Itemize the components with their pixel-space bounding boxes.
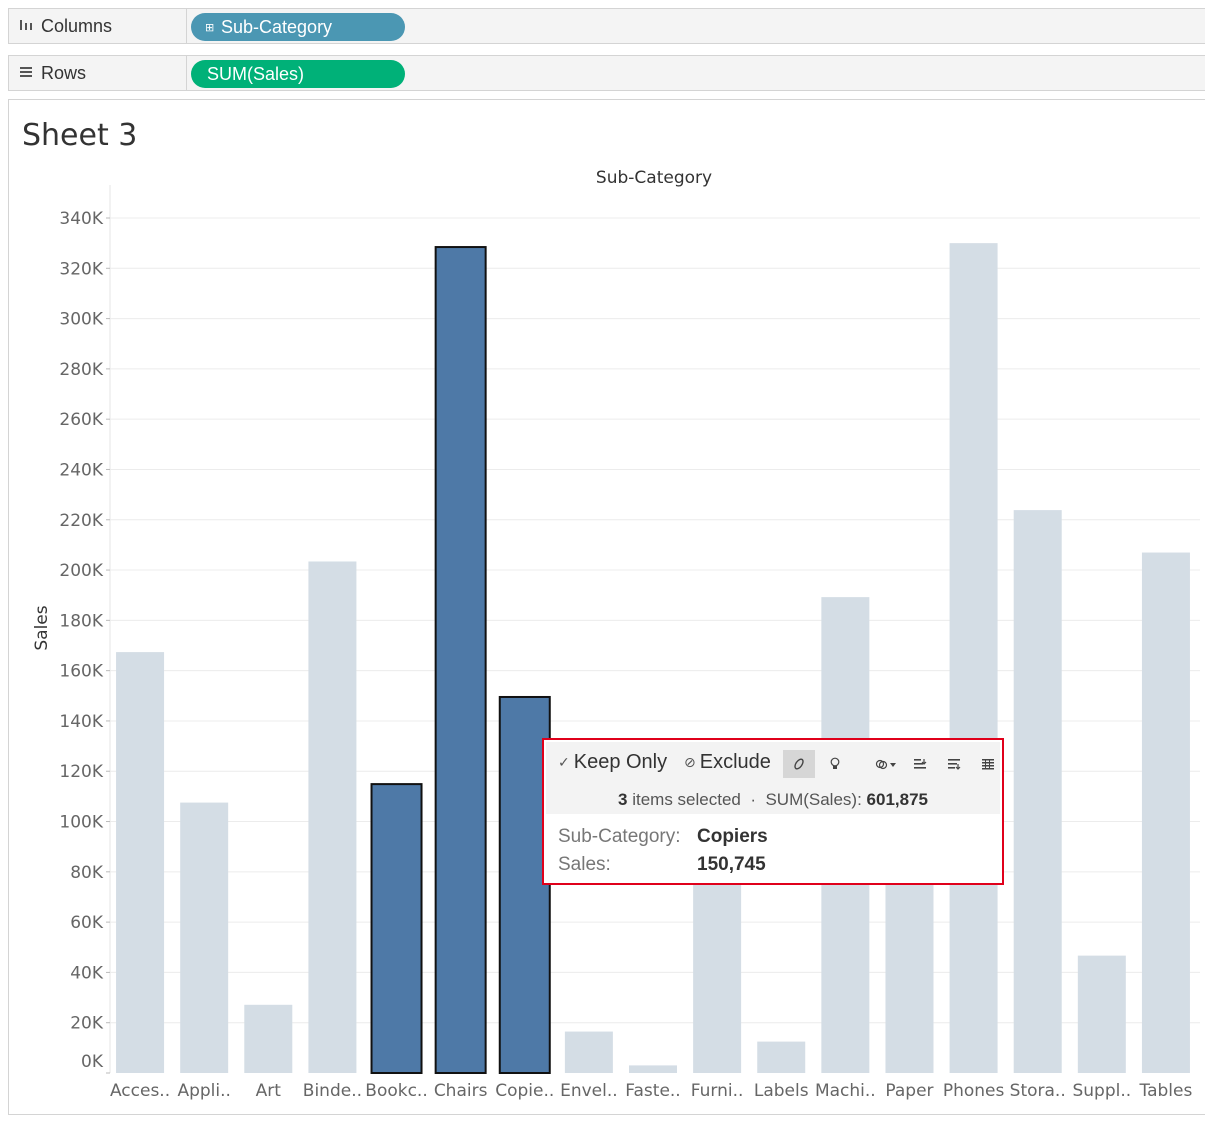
selection-summary: 3 items selected · SUM(Sales): 601,875: [546, 790, 1000, 810]
exclude-label: Exclude: [699, 751, 771, 773]
bar-art[interactable]: [244, 1004, 293, 1073]
sum-sales-pill[interactable]: SUM(Sales): [191, 60, 405, 88]
bar-faste[interactable]: [629, 1065, 677, 1073]
y-tick-label: 0K: [81, 1052, 104, 1072]
y-axis-label: Sales: [32, 605, 52, 650]
bar-labels[interactable]: [757, 1041, 806, 1073]
bar-phones[interactable]: [949, 243, 998, 1073]
y-tick-label: 240K: [59, 460, 103, 480]
x-tick-label: Paper: [885, 1081, 933, 1101]
y-tick-label: 300K: [59, 310, 103, 330]
x-tick-label: Art: [256, 1081, 282, 1101]
x-tick-label: Suppl..: [1072, 1081, 1131, 1101]
field-value-sub-category: Copiers: [697, 826, 768, 847]
keep-only-button[interactable]: ✓ Keep Only: [558, 751, 667, 774]
y-tick-label: 140K: [59, 712, 103, 732]
y-tick-label: 20K: [70, 1014, 104, 1034]
columns-icon: [19, 19, 41, 34]
bar-copie[interactable]: [498, 695, 551, 1075]
sort-descending-icon[interactable]: [938, 750, 970, 778]
sum-value: 601,875: [866, 790, 928, 809]
view-data-icon[interactable]: [972, 750, 1004, 778]
y-tick-label: 320K: [59, 259, 103, 279]
x-tick-label: Copie..: [495, 1081, 554, 1101]
field-value-sales: 150,745: [697, 854, 766, 875]
lightbulb-icon[interactable]: [819, 750, 851, 778]
x-tick-label: Phones: [943, 1081, 1005, 1101]
y-tick-label: 260K: [59, 410, 103, 430]
items-text: items selected: [632, 790, 741, 809]
sum-sales-pill-label: SUM(Sales): [207, 63, 305, 84]
bar-acces[interactable]: [116, 652, 165, 1073]
rows-label-text: Rows: [41, 62, 87, 83]
items-count: 3: [618, 790, 628, 809]
y-tick-label: 40K: [70, 963, 104, 983]
x-tick-label: Machi..: [815, 1081, 876, 1101]
y-tick-label: 180K: [59, 611, 103, 631]
plus-icon[interactable]: ⊞: [205, 21, 215, 34]
check-icon: ✓: [558, 754, 570, 770]
columns-label-text: Columns: [41, 15, 113, 36]
sort-ascending-icon[interactable]: [904, 750, 936, 778]
x-tick-label: Chairs: [434, 1081, 488, 1101]
y-tick-label: 280K: [59, 360, 103, 380]
y-tick-label: 100K: [59, 813, 103, 833]
y-tick-label: 80K: [70, 863, 104, 883]
rows-shelf-label: Rows: [9, 56, 187, 90]
keep-only-label: Keep Only: [573, 751, 668, 773]
field-key-sub-category: Sub-Category:: [558, 826, 681, 847]
y-tick-label: 220K: [59, 511, 103, 531]
x-tick-label: Stora..: [1010, 1081, 1066, 1101]
sum-label: SUM(Sales):: [765, 790, 862, 809]
bar-suppl[interactable]: [1077, 955, 1126, 1073]
y-tick-label: 120K: [59, 762, 103, 782]
rows-shelf: Rows SUM(Sales): [8, 55, 1205, 91]
x-tick-label: Bookc..: [365, 1081, 427, 1101]
x-tick-label: Envel..: [560, 1081, 618, 1101]
sub-category-pill-label: Sub-Category: [221, 16, 333, 37]
y-tick-label: 60K: [70, 913, 104, 933]
worksheet-area: [8, 99, 1205, 1115]
selection-tooltip: ✓ Keep Only ⊘ Exclude 3 items selected ·: [542, 738, 1004, 885]
tooltip-field-sales: Sales: 150,745: [558, 854, 766, 876]
x-tick-label: Acces..: [110, 1081, 170, 1101]
sub-category-pill[interactable]: ⊞ Sub-Category: [191, 13, 405, 41]
y-tick-label: 200K: [59, 561, 103, 581]
bar-bookc[interactable]: [370, 783, 423, 1074]
pin-icon[interactable]: [783, 750, 815, 778]
exclude-button[interactable]: ⊘ Exclude: [684, 751, 771, 774]
sheet-title: Sheet 3: [22, 118, 138, 153]
x-tick-label: Appli..: [177, 1081, 230, 1101]
bar-appli[interactable]: [180, 802, 229, 1073]
columns-shelf: Columns ⊞ Sub-Category: [8, 8, 1205, 44]
columns-shelf-label: Columns: [9, 9, 187, 43]
bar-binde[interactable]: [308, 561, 357, 1073]
summary-separator: ·: [750, 790, 756, 809]
rows-icon: [19, 66, 41, 81]
field-key-sales: Sales:: [558, 854, 611, 875]
x-tick-label: Binde..: [303, 1081, 362, 1101]
group-icon[interactable]: [868, 750, 904, 778]
x-tick-label: Faste..: [625, 1081, 680, 1101]
y-tick-label: 160K: [59, 662, 103, 682]
tooltip-toolbar: ✓ Keep Only ⊘ Exclude 3 items selected ·: [546, 742, 1000, 814]
x-tick-label: Labels: [754, 1081, 809, 1101]
exclude-icon: ⊘: [684, 754, 696, 770]
bar-envel[interactable]: [564, 1031, 613, 1073]
y-tick-label: 340K: [59, 209, 103, 229]
bar-stora[interactable]: [1013, 510, 1062, 1074]
bar-chairs[interactable]: [434, 246, 487, 1074]
tooltip-field-sub-category: Sub-Category: Copiers: [558, 826, 768, 848]
x-tick-label: Furni..: [691, 1081, 744, 1101]
chart-title: Sub-Category: [596, 168, 712, 188]
bar-tables[interactable]: [1141, 552, 1190, 1073]
bar-paper[interactable]: [885, 875, 934, 1073]
x-tick-label: Tables: [1139, 1081, 1193, 1101]
